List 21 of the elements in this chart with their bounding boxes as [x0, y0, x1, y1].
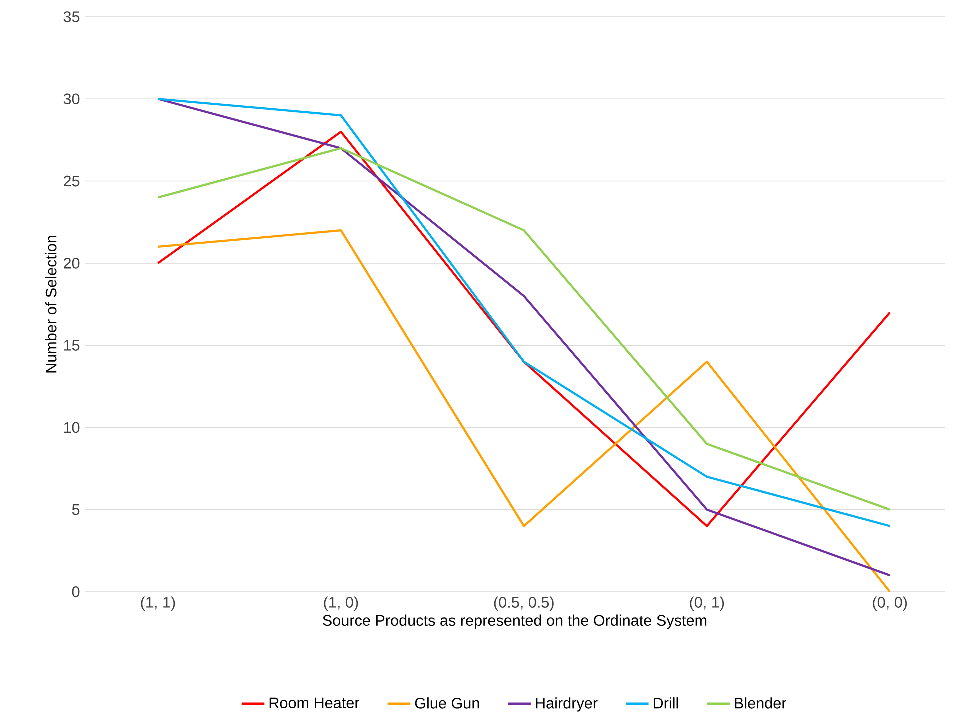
y-tick-label: 35	[64, 12, 80, 22]
x-tick-label: (1, 0)	[324, 596, 358, 611]
legend-label: Blender	[735, 698, 787, 709]
y-tick-label: 30	[64, 94, 80, 105]
y-tick-label: 5	[72, 504, 80, 516]
legend-label: Room Heater	[270, 698, 360, 709]
line-series	[157, 229, 892, 592]
x-axis-title: Source Products as represented on the Ordinate System	[323, 614, 707, 630]
y-tick-label: 15	[64, 340, 80, 351]
y-tick-label: 25	[64, 176, 80, 187]
y-axis-title: Number of Selection	[46, 236, 57, 373]
y-tick-label: 0	[72, 586, 80, 598]
legend-label: Hairdryer	[536, 698, 598, 712]
y-tick-label: 20	[64, 258, 80, 269]
x-tick-label: (1, 1)	[141, 596, 176, 611]
y-tick-label: 10	[64, 422, 80, 434]
legend-label: Glue Gun	[415, 698, 480, 709]
legend-label: Drill	[654, 698, 678, 709]
x-tick-label: (0, 1)	[690, 596, 724, 611]
x-tick-label: (0.5, 0.5)	[494, 596, 554, 611]
x-tick-label: (0, 0)	[873, 596, 908, 611]
